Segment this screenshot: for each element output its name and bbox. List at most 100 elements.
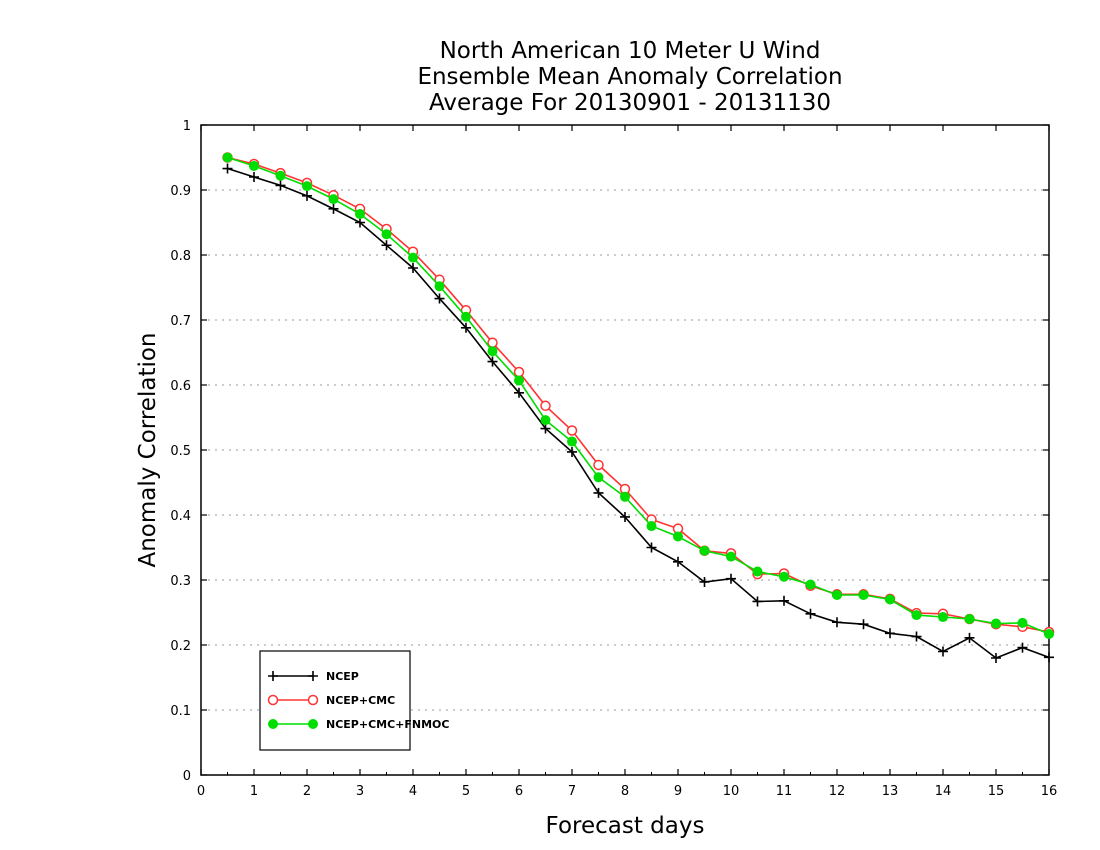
legend-marker <box>308 719 318 729</box>
data-point <box>646 542 657 553</box>
data-point <box>938 646 948 657</box>
data-point <box>885 594 895 605</box>
legend-marker <box>308 671 318 681</box>
x-tick-label: 12 <box>829 784 846 799</box>
data-point <box>885 628 895 639</box>
x-tick-label: 0 <box>197 784 205 799</box>
data-point <box>540 400 551 412</box>
title-line: Ensemble Mean Anomaly Correlation <box>417 64 842 90</box>
data-point <box>514 387 524 398</box>
data-point <box>461 311 471 322</box>
data-point <box>566 425 578 436</box>
data-point <box>858 589 869 600</box>
x-tick-label: 11 <box>776 784 793 799</box>
data-point <box>752 566 763 577</box>
data-point <box>540 415 551 426</box>
data-point <box>752 596 763 607</box>
legend-marker <box>307 694 319 706</box>
data-point <box>779 571 789 582</box>
data-point <box>540 423 551 434</box>
series-2 <box>222 152 1055 638</box>
legend-label: NCEP+CMC <box>326 694 395 707</box>
data-point <box>726 551 736 562</box>
data-point <box>434 293 445 304</box>
data-point <box>832 617 842 628</box>
data-point <box>1044 652 1054 663</box>
data-point <box>911 631 922 642</box>
title-line: North American 10 Meter U Wind <box>440 38 821 64</box>
x-tick-label: 5 <box>462 784 470 799</box>
data-point <box>487 356 498 367</box>
data-point <box>275 170 286 181</box>
y-tick-label: 0.7 <box>170 314 191 329</box>
x-tick-label: 16 <box>1041 784 1058 799</box>
x-axis-label: Forecast days <box>546 813 705 839</box>
data-point <box>249 172 259 182</box>
series-3 <box>222 152 1054 639</box>
legend-item: NCEP+CMC+FNMOC <box>268 718 449 731</box>
legend-marker <box>267 694 279 706</box>
title-line: Average For 20130901 - 20131130 <box>429 90 831 116</box>
x-tick-label: 7 <box>568 784 576 799</box>
legend: NCEP NCEP+CMC NCEP+CMC+FNMOC <box>259 650 449 751</box>
y-tick-label: 0.6 <box>170 379 191 394</box>
data-point <box>593 459 604 471</box>
x-tick-label: 10 <box>723 784 740 799</box>
axis-ticks: 00.10.20.30.40.50.60.70.80.910 1 2 3 4 5 6 7 8 9 1… <box>170 119 1057 799</box>
data-point <box>1017 642 1028 653</box>
legend-label: NCEP+CMC+FNMOC <box>326 718 449 731</box>
x-tick-label: 13 <box>882 784 899 799</box>
series-1 <box>222 163 1054 663</box>
data-point <box>567 446 577 457</box>
x-tick-label: 9 <box>674 784 682 799</box>
y-axis-label: Anomaly Correlation <box>135 332 161 567</box>
data-point <box>646 521 657 532</box>
x-tick-label: 14 <box>935 784 952 799</box>
legend-marker <box>268 719 278 729</box>
x-tick-label: 6 <box>515 784 523 799</box>
data-point <box>275 180 286 191</box>
data-point <box>302 181 312 192</box>
data-point <box>381 229 392 240</box>
data-point <box>779 595 789 606</box>
data-point <box>805 579 816 590</box>
y-tick-label: 1 <box>183 119 191 134</box>
data-point <box>513 366 525 378</box>
data-point <box>911 610 922 621</box>
data-point <box>302 190 312 201</box>
legend-item: NCEP+CMC <box>267 694 395 707</box>
grid-lines <box>201 189 1049 711</box>
data-point <box>328 194 339 205</box>
data-point <box>514 375 524 386</box>
data-point <box>805 608 816 619</box>
y-tick-label: 0 <box>183 769 191 784</box>
data-point <box>381 240 392 251</box>
data-point <box>938 612 948 623</box>
data-point <box>487 346 498 357</box>
data-series <box>222 152 1055 663</box>
x-tick-label: 4 <box>409 784 417 799</box>
data-point <box>1017 617 1028 628</box>
x-tick-label: 3 <box>356 784 364 799</box>
y-tick-label: 0.8 <box>170 249 191 264</box>
data-point <box>408 263 418 273</box>
data-point <box>355 217 365 228</box>
legend-marker <box>268 671 278 681</box>
x-tick-label: 1 <box>250 784 258 799</box>
data-point <box>673 531 683 542</box>
data-point <box>434 281 445 292</box>
x-tick-label: 8 <box>621 784 629 799</box>
x-tick-label: 15 <box>988 784 1005 799</box>
data-point <box>726 573 736 584</box>
data-point <box>991 653 1001 663</box>
data-point <box>567 436 577 447</box>
series-line <box>227 167 1050 659</box>
data-point <box>222 152 233 163</box>
data-point <box>991 618 1001 629</box>
y-tick-label: 0.9 <box>170 184 191 199</box>
y-tick-label: 0.3 <box>170 574 191 589</box>
data-point <box>1044 628 1054 639</box>
data-point <box>222 163 233 174</box>
